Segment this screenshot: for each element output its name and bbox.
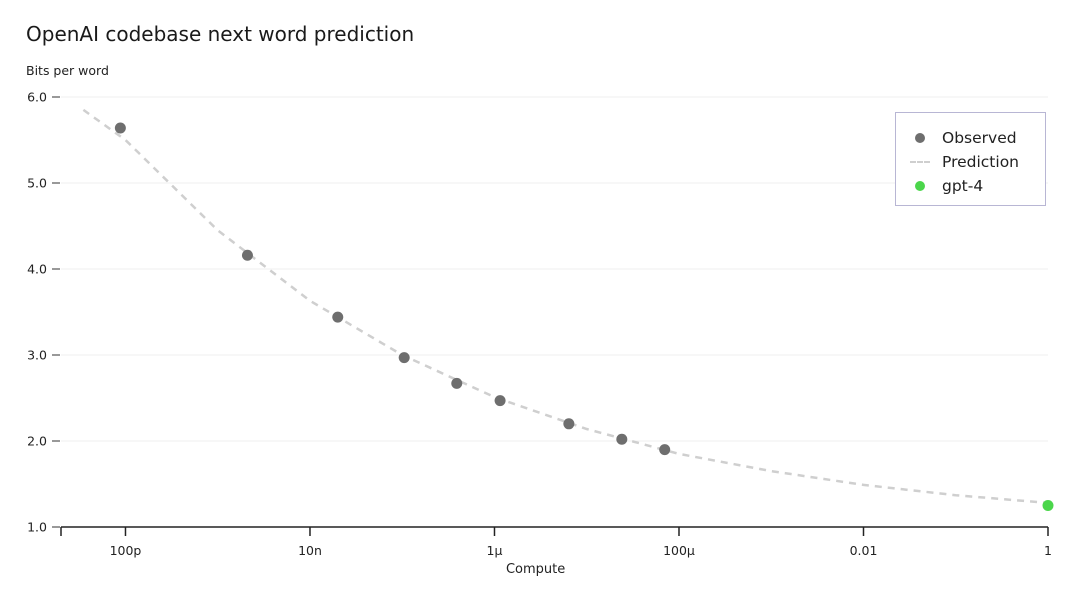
- observed-point: [332, 311, 344, 323]
- y-tick-label: 1.0: [27, 520, 47, 535]
- observed-point: [659, 444, 671, 456]
- legend-item-observed: Observed: [896, 126, 1017, 150]
- legend-label-prediction: Prediction: [942, 153, 1020, 171]
- y-tick-label: 6.0: [27, 90, 47, 105]
- x-tick-label: 10n: [298, 543, 322, 558]
- legend-marker-observed: [910, 133, 930, 143]
- observed-point: [451, 377, 463, 389]
- legend-label-observed: Observed: [942, 129, 1017, 147]
- x-axis-title: Compute: [506, 562, 565, 577]
- observed-point: [398, 352, 410, 364]
- gpt4-point: [1042, 500, 1054, 511]
- observed-point: [494, 395, 506, 407]
- legend-item-gpt4: gpt-4: [896, 174, 983, 198]
- legend-item-prediction: Prediction: [896, 150, 1019, 174]
- x-tick-label: 1: [1044, 543, 1052, 558]
- legend-marker-prediction: [910, 161, 930, 163]
- x-tick-label: 100p: [110, 543, 142, 558]
- observed-point: [114, 122, 126, 134]
- observed-point: [241, 249, 253, 261]
- chart-legend: Observed Prediction gpt-4: [895, 112, 1046, 206]
- observed-point: [563, 418, 575, 430]
- legend-label-gpt4: gpt-4: [942, 177, 984, 195]
- x-tick-label: 100μ: [663, 543, 695, 558]
- x-tick-label: 0.01: [850, 543, 878, 558]
- observed-point: [616, 433, 628, 445]
- chart-title: OpenAI codebase next word prediction: [26, 22, 415, 46]
- y-axis-label: Bits per word: [26, 63, 109, 78]
- y-tick-label: 2.0: [27, 434, 47, 449]
- y-tick-label: 5.0: [27, 176, 47, 191]
- y-tick-label: 3.0: [27, 348, 47, 363]
- x-tick-label: 1μ: [487, 543, 503, 558]
- prediction-line: [82, 108, 1049, 505]
- legend-marker-gpt4: [910, 181, 930, 191]
- y-tick-label: 4.0: [27, 262, 47, 277]
